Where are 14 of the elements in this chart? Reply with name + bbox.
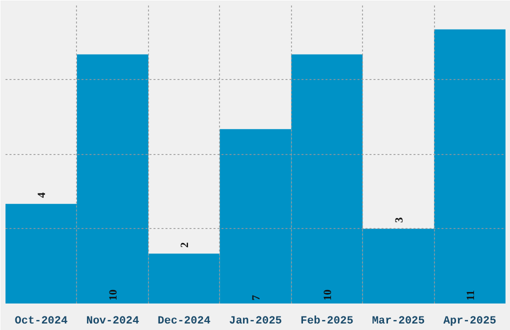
data-label: 10 (108, 289, 120, 301)
x-tick-label: Feb-2025 (300, 316, 354, 328)
x-tick-label: Nov-2024 (86, 316, 140, 328)
data-label: 11 (464, 290, 477, 301)
x-tick-label: Dec-2024 (158, 316, 211, 328)
data-label: 10 (322, 289, 334, 301)
data-label: 3 (393, 216, 406, 223)
x-tick-label: Mar-2025 (372, 316, 426, 328)
x-tick-label: Apr-2025 (443, 316, 497, 328)
x-tick-label: Oct-2024 (14, 316, 68, 328)
data-label: 4 (36, 192, 48, 198)
data-label: 7 (250, 294, 262, 301)
x-tick-label: Jan-2025 (229, 316, 282, 328)
data-label: 2 (179, 242, 192, 248)
